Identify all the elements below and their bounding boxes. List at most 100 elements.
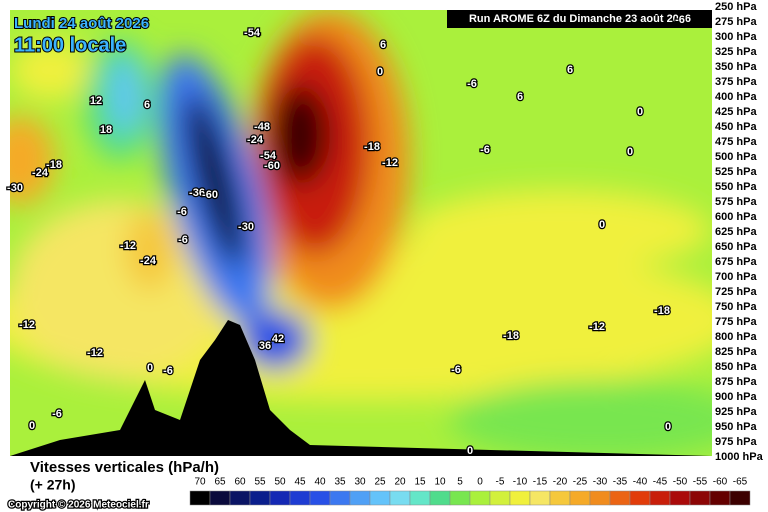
contour-label: -6 [177, 206, 187, 218]
pressure-label: 950 hPa [715, 421, 757, 433]
pressure-label: 250 hPa [715, 1, 757, 13]
colorbar-swatch [629, 490, 651, 506]
field [10, 10, 712, 456]
contour-label: 0 [627, 146, 633, 158]
contour-label: -54 [260, 150, 277, 162]
colorbar-label: 20 [394, 477, 406, 488]
contour-label: -30 [238, 221, 254, 233]
pressure-label: 1000 hPa [715, 451, 764, 463]
contour-label: -60 [264, 160, 280, 172]
contour-label: 36 [259, 340, 271, 352]
contour-label: -18 [364, 141, 380, 153]
contour-label: -12 [87, 347, 103, 359]
colorbar-swatch [469, 490, 491, 506]
pressure-label: 900 hPa [715, 391, 757, 403]
colorbar-swatch [269, 490, 291, 506]
pressure-label: 800 hPa [715, 331, 757, 343]
contour-label: -18 [46, 159, 62, 171]
colorbar-label: -10 [513, 477, 528, 488]
contour-label: 0 [665, 421, 671, 433]
colorbar-swatch [689, 490, 711, 506]
colorbar-swatch [489, 490, 511, 506]
pressure-label: 500 hPa [715, 151, 757, 163]
colorbar-label: 65 [214, 477, 226, 488]
contour-label: -6 [178, 234, 188, 246]
contour-label: 6 [567, 64, 573, 76]
colorbar-label: 60 [234, 477, 246, 488]
run-banner [447, 10, 712, 28]
pressure-label: 675 hPa [715, 256, 757, 268]
colorbar-label: 50 [274, 477, 286, 488]
colorbar-swatch [289, 490, 311, 506]
colorbar-label: 30 [354, 477, 366, 488]
contour-label: -48 [254, 121, 270, 133]
pressure-label: 650 hPa [715, 241, 757, 253]
colorbar-swatch [609, 490, 631, 506]
colorbar-label: 25 [374, 477, 386, 488]
contour-label: -6 [480, 144, 490, 156]
contour-labels: -54 6 0 6 -6 0 6 -6 12 18 6 -48 -24 -54 … [6, 13, 686, 459]
chart-subtitle: (+ 27h) [30, 477, 76, 493]
colorbar-swatch [229, 490, 251, 506]
colorbar-swatch [209, 490, 231, 506]
colorbar-label: -60 [713, 477, 728, 488]
contour-label: -54 [244, 27, 261, 39]
contour-label: 0 [637, 106, 643, 118]
colorbar-label: 10 [434, 477, 446, 488]
pressure-label: 575 hPa [715, 196, 757, 208]
pressure-label: 775 hPa [715, 316, 757, 328]
contour-label: -60 [202, 189, 218, 201]
colorbar-swatch [709, 490, 731, 506]
pressure-label: 550 hPa [715, 181, 757, 193]
contour-label: 0 [147, 362, 153, 374]
colorbar-label: 55 [254, 477, 266, 488]
contour-label: -6 [675, 14, 685, 26]
colorbar-swatch [509, 490, 531, 506]
colorbar-swatch [449, 490, 471, 506]
colorbar-swatch [309, 490, 331, 506]
chart-title: Vitesses verticales (hPa/h) [30, 459, 219, 476]
pressure-label: 325 hPa [715, 46, 757, 58]
colorbar-swatch [189, 490, 211, 506]
pressure-label: 300 hPa [715, 31, 757, 43]
colorbar-swatch [429, 490, 451, 506]
time-label: 11:00 locale [14, 34, 126, 56]
pressure-label: 350 hPa [715, 61, 757, 73]
contour-label: -6 [163, 365, 173, 377]
colorbar-label: -45 [653, 477, 668, 488]
contour-label: 0 [467, 445, 473, 457]
colorbar-label: 5 [457, 477, 463, 488]
contour-label: 0 [599, 219, 605, 231]
pressure-label: 275 hPa [715, 16, 757, 28]
contour-label: -6 [52, 408, 62, 420]
contour-label: -12 [120, 240, 136, 252]
colorbar-swatch [529, 490, 551, 506]
colorbar-swatch [409, 490, 431, 506]
contour-label: -24 [32, 167, 49, 179]
contour-label: -12 [382, 157, 398, 169]
colorbar-label: -30 [593, 477, 608, 488]
colorbar-label: 35 [334, 477, 346, 488]
colorbar-label: -5 [496, 477, 505, 488]
contour-label: 6 [144, 99, 150, 111]
terrain [10, 320, 712, 456]
date-label: Lundi 24 août 2026 [14, 15, 149, 32]
contour-label: 0 [29, 420, 35, 432]
colorbar-label: -20 [553, 477, 568, 488]
contour-label: -24 [140, 255, 157, 267]
colorbar-swatch [549, 490, 571, 506]
pressure-label: 700 hPa [715, 271, 757, 283]
run-label: Run AROME 6Z du Dimanche 23 août 2026 [469, 13, 691, 25]
contour-label: -18 [503, 330, 519, 342]
contour-label: -24 [247, 134, 264, 146]
colorbar-label: 15 [414, 477, 426, 488]
pressure-label: 850 hPa [715, 361, 757, 373]
contour-label: 12 [90, 95, 102, 107]
colorbar-label: 45 [294, 477, 306, 488]
contour-label: -12 [19, 319, 35, 331]
contour-label: 42 [272, 333, 284, 345]
colorbar-swatch [329, 490, 351, 506]
colorbar-label: -40 [633, 477, 648, 488]
colorbar-swatch [589, 490, 611, 506]
